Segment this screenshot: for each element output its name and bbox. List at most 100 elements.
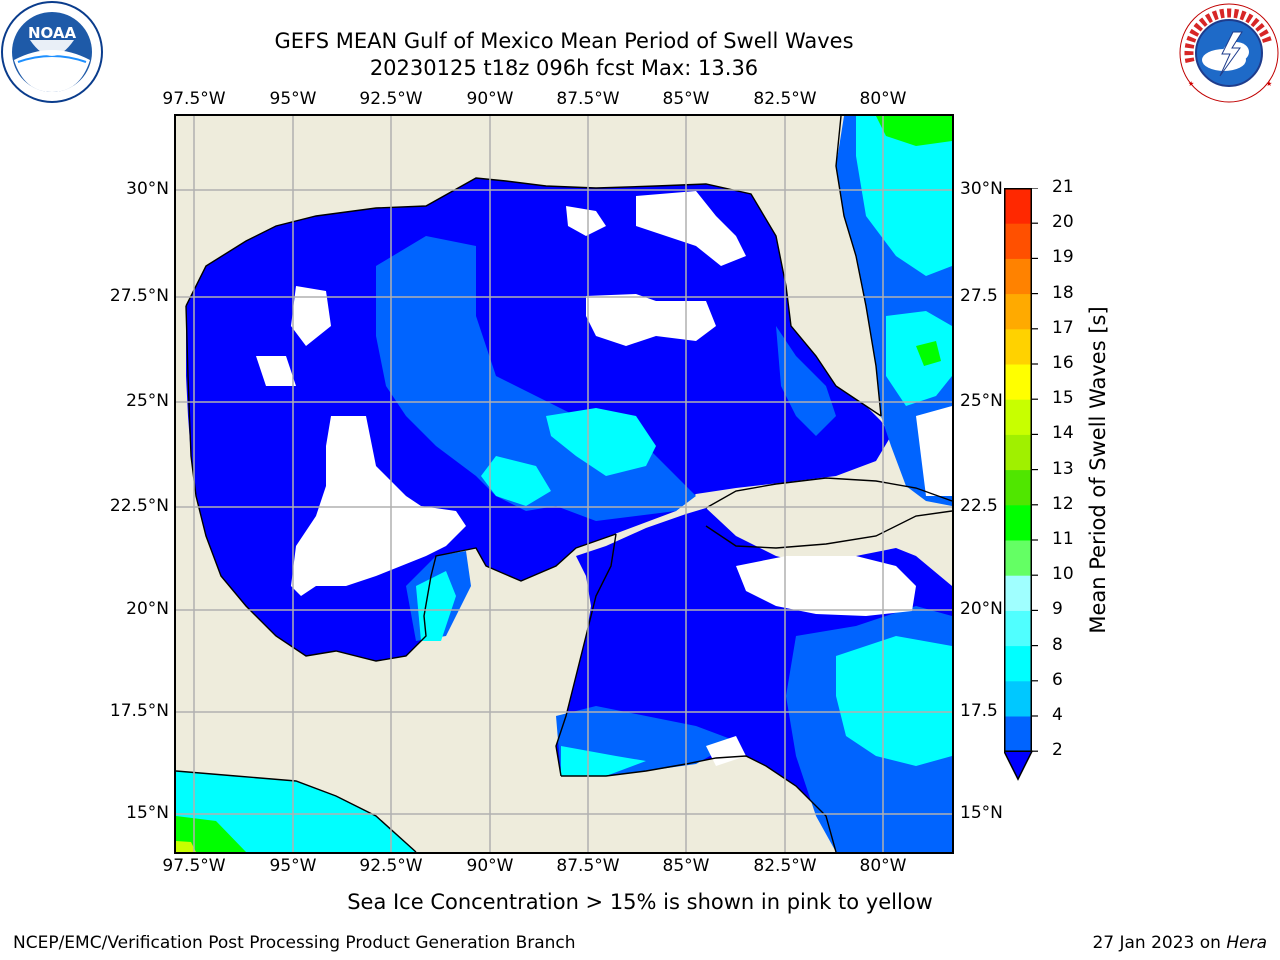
swell-field <box>186 116 952 852</box>
map-panel <box>174 114 954 854</box>
map-title: GEFS MEAN Gulf of Mexico Mean Period of … <box>274 29 854 53</box>
lon-label-top: 90°W <box>466 89 514 109</box>
colorbar-swatch <box>1004 469 1032 506</box>
sea-ice-note: Sea Ice Concentration > 15% is shown in … <box>347 890 933 914</box>
colorbar-tick-label: 17 <box>1052 317 1074 338</box>
lon-label-top: 92.5°W <box>359 89 423 109</box>
colorbar-swatch <box>1004 328 1032 365</box>
colorbar-ticks <box>1032 188 1038 752</box>
cyan-patch-3 <box>836 636 952 766</box>
lon-label-top: 97.5°W <box>162 89 226 109</box>
coastlines <box>176 116 952 852</box>
colorbar-swatch <box>1004 575 1032 611</box>
graticule <box>176 116 952 852</box>
colorbar-swatch <box>1004 399 1032 435</box>
pacific-swell <box>176 771 416 852</box>
lat-label-left: 22.5°N <box>109 496 169 516</box>
mask-white-9 <box>916 406 952 496</box>
colorbar-swatch <box>1004 364 1032 400</box>
colorbar-tick-label: 15 <box>1052 388 1074 409</box>
colorbar-swatch <box>1004 610 1032 647</box>
yucatan-coast <box>555 533 617 777</box>
lat-label-left: 15°N <box>126 803 169 823</box>
lat-label-left: 25°N <box>126 391 169 411</box>
cuba-coast <box>705 477 952 549</box>
cyan-patch-4 <box>886 311 952 406</box>
mask-white-1 <box>291 416 466 596</box>
florida-east-coast <box>835 116 882 417</box>
mask-white-4 <box>291 286 331 346</box>
noaa-logo-text: NOAA <box>28 24 77 42</box>
colorbar-tick-label: 8 <box>1052 634 1063 655</box>
lon-label-bottom: 85°W <box>662 856 710 876</box>
colorbar-swatches <box>1004 188 1034 781</box>
mask-white-5 <box>636 191 746 266</box>
lon-label-top: 80°W <box>859 89 907 109</box>
lat-label-right: 15°N <box>960 803 1003 823</box>
cyan-patch-6 <box>416 571 456 641</box>
lon-label-bottom: 92.5°W <box>359 856 423 876</box>
swell-band-2 <box>776 326 836 436</box>
colorbar-swatch <box>1004 434 1032 471</box>
lat-label-right: 17.5 <box>960 701 998 721</box>
colorbar-outline <box>1004 188 1032 752</box>
colorbar-tick-label: 13 <box>1052 458 1074 479</box>
credit-org: NCEP/EMC/Verification Post Processing Pr… <box>13 933 576 953</box>
colorbar-tick-label: 14 <box>1052 423 1074 444</box>
cyan-patch-2 <box>481 456 551 506</box>
colorbar-tick-label: 18 <box>1052 282 1074 303</box>
mask-white-3 <box>586 294 716 346</box>
lon-label-top: 87.5°W <box>556 89 620 109</box>
colorbar-swatch <box>1004 540 1032 576</box>
colorbar-tick-label: 11 <box>1052 529 1074 549</box>
mask-white-8 <box>256 356 296 386</box>
lon-label-bottom: 90°W <box>466 856 514 876</box>
colorbar-label: Mean Period of Swell Waves [s] <box>1086 306 1110 634</box>
colorbar-tick-label: 21 <box>1052 177 1074 197</box>
mexico-coast <box>185 305 617 662</box>
colorbar-swatch <box>1004 680 1032 717</box>
map-canvas <box>176 116 952 852</box>
cyan-patch-7 <box>561 746 646 776</box>
lat-label-left: 30°N <box>126 179 169 199</box>
colorbar-tick-label: 4 <box>1052 705 1063 725</box>
lon-label-bottom: 82.5°W <box>753 856 817 876</box>
cyan-patch-5 <box>856 116 952 276</box>
colorbar-tick-label: 10 <box>1052 564 1074 585</box>
noaa-logo: NOAA <box>1 1 103 103</box>
colorbar-tick-label: 16 <box>1052 353 1074 373</box>
colorbar-swatch <box>1004 293 1032 330</box>
mask-white-2 <box>736 556 916 616</box>
lat-label-right: 27.5 <box>960 286 998 306</box>
colorbar-tick-label: 6 <box>1052 669 1063 690</box>
colorbar-tick-label: 12 <box>1052 493 1074 514</box>
lat-label-left: 17.5°N <box>109 701 169 721</box>
lat-label-right: 30°N <box>960 179 1003 199</box>
lon-label-top: 82.5°W <box>753 89 817 109</box>
colorbar <box>1004 188 1038 781</box>
colorbar-tick-label: 2 <box>1052 740 1063 761</box>
us-gulf-coast <box>185 177 882 417</box>
lat-label-right: 22.5 <box>960 496 998 516</box>
colorbar-tick-label: 19 <box>1052 247 1074 268</box>
green-patch-2 <box>916 341 941 366</box>
credit-date: 27 Jan 2023 on <box>1092 933 1227 953</box>
pacific-coast <box>176 770 417 852</box>
colorbar-tick-label: 20 <box>1052 212 1074 233</box>
nws-logo: ★ ★ <box>1179 3 1279 103</box>
svg-text:★: ★ <box>1188 80 1194 88</box>
cyan-patch-1 <box>546 408 656 476</box>
colorbar-swatch <box>1004 188 1032 224</box>
mask-white-6 <box>566 206 606 236</box>
green-patch-1 <box>876 116 952 146</box>
lon-label-bottom: 97.5°W <box>162 856 226 876</box>
lat-label-left: 20°N <box>126 599 169 619</box>
lat-label-right: 25°N <box>960 391 1003 411</box>
colorbar-swatch <box>1004 223 1032 259</box>
colorbar-extend-triangle <box>1004 750 1034 781</box>
lon-label-top: 95°W <box>269 89 317 109</box>
colorbar-swatch <box>1004 716 1032 752</box>
central-america-coast <box>561 755 837 852</box>
colorbar-swatch <box>1004 258 1032 295</box>
lon-label-bottom: 95°W <box>269 856 317 876</box>
